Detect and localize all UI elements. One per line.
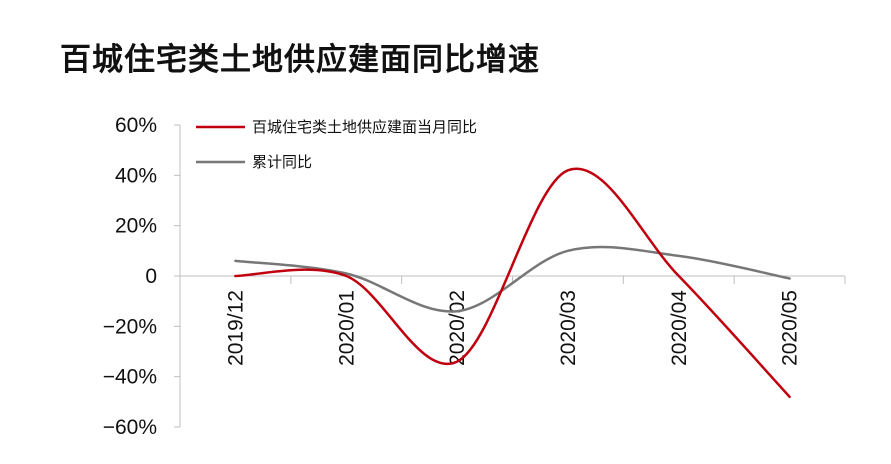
y-tick-label: −20% bbox=[103, 315, 157, 338]
y-tick-label: −60% bbox=[103, 416, 157, 439]
y-tick-label: 20% bbox=[115, 215, 157, 238]
x-tick-label: 2020/03 bbox=[557, 290, 580, 366]
y-tick-label: 0 bbox=[145, 265, 157, 288]
y-tick-labels: 60% 40% 20% 0 −20% −40% −60% bbox=[103, 114, 157, 439]
x-tick-label: 2020/05 bbox=[779, 290, 802, 366]
x-tick-label: 2020/01 bbox=[335, 290, 358, 366]
legend-label-cumulative-yoy: 累计同比 bbox=[252, 153, 312, 171]
series-line-cumulative-yoy bbox=[234, 245, 791, 313]
chart-title: 百城住宅类土地供应建面同比增速 bbox=[60, 42, 540, 78]
y-tick-label: 60% bbox=[115, 114, 157, 137]
series-lines bbox=[234, 167, 791, 399]
y-tick-label: −40% bbox=[103, 366, 157, 389]
series-line-monthly-yoy bbox=[234, 167, 791, 399]
legend-label-monthly-yoy: 百城住宅类土地供应建面当月同比 bbox=[252, 118, 477, 136]
x-tick-labels: 2019/12 2020/01 2020/02 2020/03 2020/04 2020/… bbox=[224, 290, 801, 366]
axes bbox=[174, 124, 846, 428]
x-tick-label: 2019/12 bbox=[224, 290, 247, 366]
x-tick-label: 2020/04 bbox=[668, 290, 691, 366]
y-tick-label: 40% bbox=[115, 164, 157, 187]
